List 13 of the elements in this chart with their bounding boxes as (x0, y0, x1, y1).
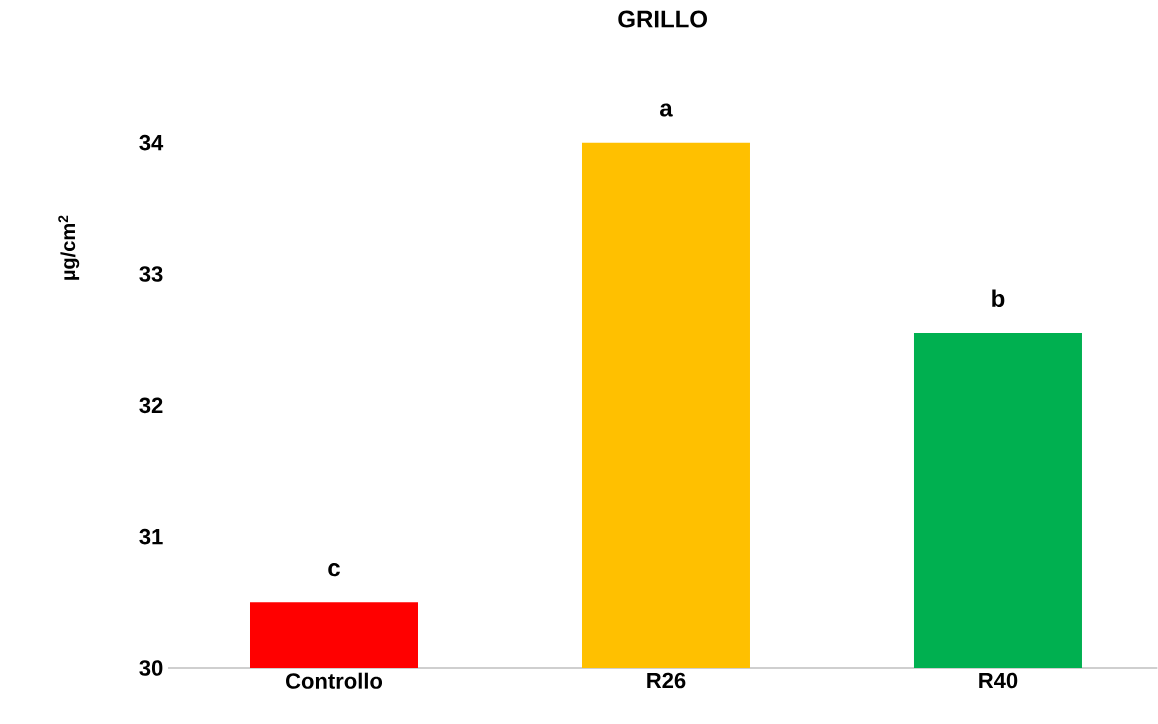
x-tick-label: R26 (647, 672, 686, 689)
y-tick-label: 32 (139, 397, 163, 414)
chart-title: GRILLO (618, 10, 708, 28)
annotation: c (328, 563, 340, 577)
y-axis-title: µg/cm$^{2}$ (58, 215, 80, 280)
y-tick-label: 34 (139, 134, 164, 151)
y-tick-label: 33 (139, 266, 163, 282)
annotation: a (660, 103, 673, 117)
y-tick-label: 31 (139, 528, 163, 545)
annotation: b (992, 289, 1005, 308)
x-tick-label: R40 (979, 672, 1018, 689)
y-tick-label: 30 (139, 660, 163, 676)
x-tick-label: Controllo (286, 672, 383, 689)
